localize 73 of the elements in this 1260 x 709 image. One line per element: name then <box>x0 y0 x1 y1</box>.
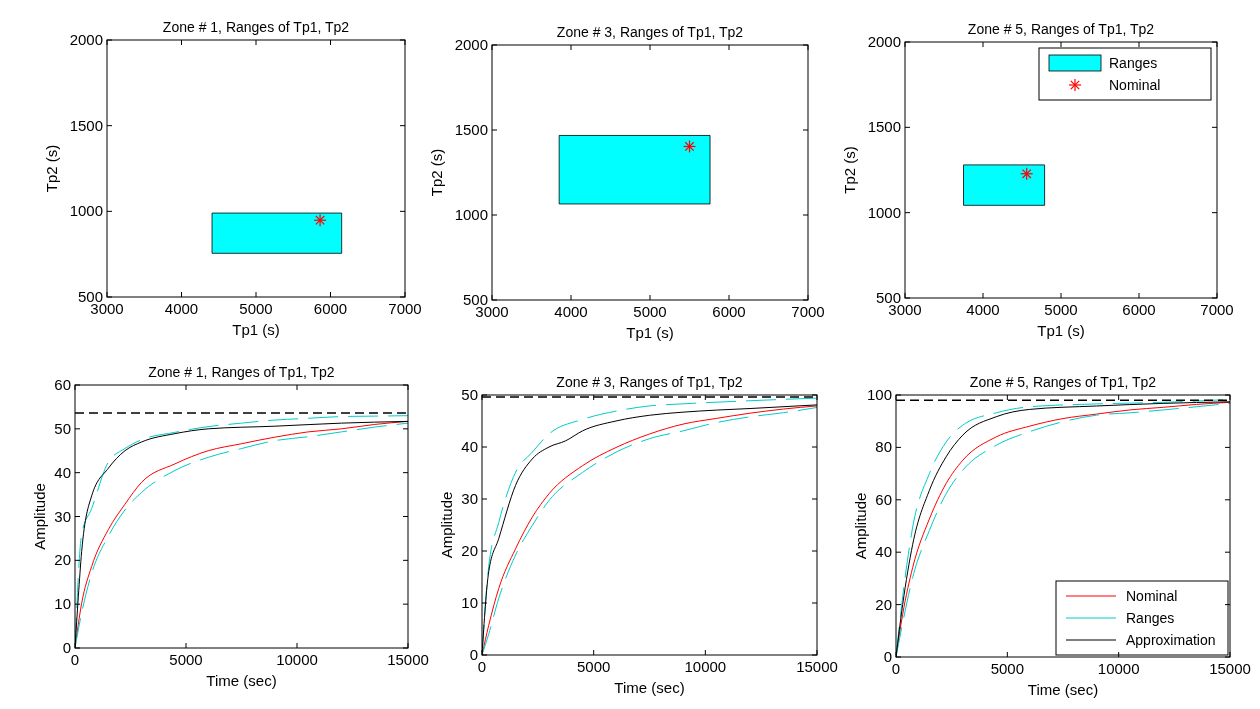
x-tick-label: 5000 <box>990 660 1025 677</box>
legend-label: Approximation <box>1126 632 1216 648</box>
y-tick-label: 80 <box>875 438 892 456</box>
x-axis-title: Tp1 (s) <box>626 324 674 341</box>
y-axis-title: Tp2 (s) <box>841 146 858 194</box>
y-tick-label: 1500 <box>867 118 901 136</box>
chart-title: Zone # 1, Ranges of Tp1, Tp2 <box>148 364 335 380</box>
y-tick-label: 50 <box>461 386 478 403</box>
y-tick-label: 50 <box>54 419 71 437</box>
y-tick-label: 60 <box>54 376 71 393</box>
x-tick-label: 5000 <box>633 303 667 320</box>
y-axis-title: Tp2 (s) <box>43 144 60 193</box>
chart-title: Zone # 5, Ranges of Tp1, Tp2 <box>967 21 1155 37</box>
y-tick-label: 0 <box>62 639 71 656</box>
x-tick-label: 6000 <box>313 300 348 317</box>
y-tick-label: 10 <box>461 594 478 611</box>
x-tick-label: 10000 <box>276 651 318 668</box>
legend-label: Ranges <box>1109 55 1158 71</box>
chart-title: Zone # 3, Ranges of Tp1, Tp2 <box>556 374 743 390</box>
x-tick-label: 7000 <box>1200 301 1234 318</box>
x-axis-title: Tp1 (s) <box>1037 322 1085 339</box>
legend-label: Ranges <box>1126 610 1175 626</box>
y-tick-label: 10 <box>54 595 71 613</box>
x-tick-label: 7000 <box>388 300 422 317</box>
y-tick-label: 40 <box>54 463 71 481</box>
x-axis-title: Tp1 (s) <box>232 321 280 338</box>
y-tick-label: 500 <box>462 291 488 308</box>
y-tick-label: 60 <box>875 490 892 508</box>
y-tick-label: 20 <box>875 595 892 613</box>
chart-title: Zone # 1, Ranges of Tp1, Tp2 <box>162 19 350 35</box>
y-tick-label: 40 <box>875 543 892 561</box>
chart-title: Zone # 5, Ranges of Tp1, Tp2 <box>969 374 1157 390</box>
y-tick-label: 20 <box>54 551 71 569</box>
y-tick-label: 30 <box>461 490 478 507</box>
y-tick-label: 2000 <box>867 33 901 50</box>
x-tick-label: 15000 <box>387 651 429 668</box>
x-tick-label: 4000 <box>554 303 588 320</box>
x-tick-label: 10000 <box>1097 660 1140 677</box>
y-tick-label: 500 <box>875 289 901 306</box>
x-tick-label: 6000 <box>712 303 746 320</box>
y-axis-title: Amplitude <box>438 491 455 559</box>
y-tick-label: 100 <box>866 386 892 403</box>
x-tick-label: 10000 <box>684 658 727 675</box>
x-tick-label: 6000 <box>1122 301 1156 318</box>
y-tick-label: 2000 <box>454 36 488 53</box>
y-tick-label: 30 <box>54 507 71 525</box>
y-tick-label: 1000 <box>867 203 901 221</box>
x-axis-title: Time (sec) <box>1027 681 1099 698</box>
x-tick-label: 4000 <box>966 301 1000 318</box>
y-axis-title: Amplitude <box>31 483 48 550</box>
y-axis-title: Amplitude <box>852 492 869 560</box>
y-tick-label: 1500 <box>454 121 488 138</box>
y-tick-label: 2000 <box>69 31 103 48</box>
y-tick-label: 1500 <box>69 116 103 134</box>
x-axis-title: Time (sec) <box>614 679 685 696</box>
y-tick-label: 20 <box>461 542 478 559</box>
legend-label: Nominal <box>1109 77 1161 93</box>
y-axis-title: Tp2 (s) <box>428 148 445 197</box>
y-tick-label: 500 <box>77 288 103 305</box>
chart-title: Zone # 3, Ranges of Tp1, Tp2 <box>556 24 744 40</box>
y-tick-label: 1000 <box>454 206 488 223</box>
x-tick-label: 5000 <box>169 651 203 668</box>
x-tick-label: 7000 <box>791 303 825 320</box>
x-tick-label: 5000 <box>239 300 273 317</box>
legend-label: Nominal <box>1126 588 1178 604</box>
x-tick-label: 5000 <box>576 658 611 675</box>
x-axis-title: Time (sec) <box>206 672 277 689</box>
y-tick-label: 40 <box>461 438 478 455</box>
x-tick-label: 4000 <box>164 300 199 317</box>
x-tick-label: 5000 <box>1044 301 1078 318</box>
x-tick-label: 15000 <box>1209 660 1251 677</box>
y-tick-label: 1000 <box>69 202 103 220</box>
x-tick-label: 15000 <box>796 658 838 675</box>
